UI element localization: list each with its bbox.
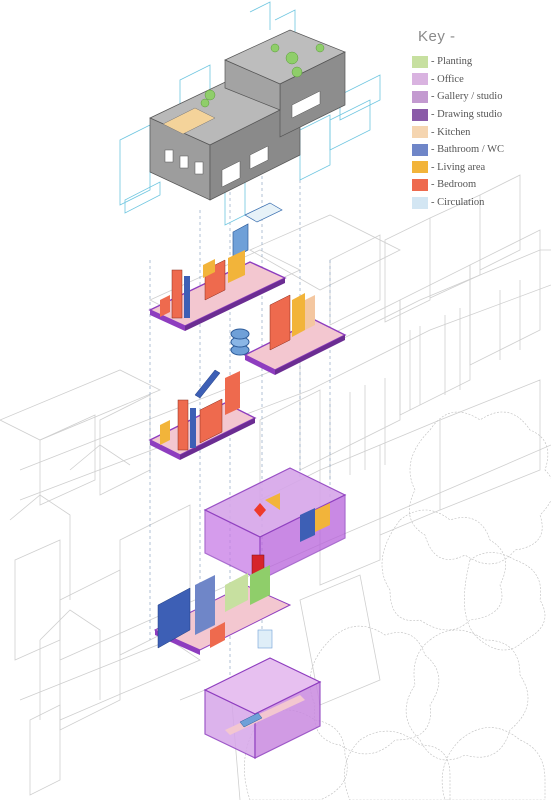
key-title: Key - (418, 28, 456, 45)
key-item: - Bathroom / WC (412, 141, 547, 159)
key-item: - Drawing studio (412, 106, 547, 124)
key-swatch (412, 143, 428, 156)
key-label: - Office (431, 73, 464, 85)
basement-level (203, 657, 322, 759)
trees (244, 411, 551, 800)
key-swatch (412, 126, 428, 139)
key-label: - Planting (431, 56, 473, 68)
key-items: - Planting - Office - Gallery / studio - Dr… (412, 53, 547, 211)
key-item: - Kitchen (412, 123, 547, 141)
key-swatch (412, 90, 428, 103)
level-3 (148, 250, 287, 331)
key-swatch (412, 73, 428, 86)
roof-level (119, 1, 381, 226)
key-swatch (412, 55, 428, 68)
key-item: - Gallery / studio (412, 88, 547, 106)
key-item: - Bedroom (412, 176, 547, 194)
key-item: - Circulation (412, 194, 547, 212)
key-label: - Drawing studio (431, 109, 503, 121)
key-label: - Gallery / studio (431, 91, 503, 103)
key-label: - Living area (431, 161, 486, 173)
key-swatch (412, 178, 428, 191)
level-2 (148, 369, 257, 460)
key-item: - Office (412, 71, 547, 89)
key-item: - Planting (412, 53, 547, 71)
level-1 (203, 467, 347, 584)
stair-link (232, 202, 283, 259)
key-label: - Bedroom (431, 179, 477, 191)
key-swatch (412, 108, 428, 121)
key-swatch (412, 161, 428, 174)
key-label: - Bathroom / WC (431, 144, 505, 156)
ground-level (153, 565, 292, 655)
key-label: - Circulation (431, 197, 485, 209)
level-3b (230, 293, 347, 375)
key-item: - Living area (412, 159, 547, 177)
key-swatch (412, 196, 428, 209)
key-label: - Kitchen (431, 126, 471, 138)
key-legend: Key - - Planting - Office - Gallery / stud… (412, 28, 547, 211)
